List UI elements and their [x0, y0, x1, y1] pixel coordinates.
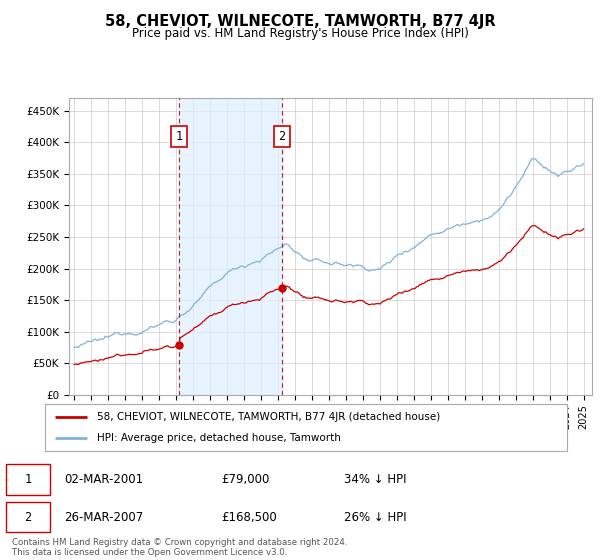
Text: 58, CHEVIOT, WILNECOTE, TAMWORTH, B77 4JR (detached house): 58, CHEVIOT, WILNECOTE, TAMWORTH, B77 4J…: [97, 412, 440, 422]
Text: 2: 2: [278, 130, 286, 143]
Bar: [179, 98, 282, 395]
Text: 1: 1: [175, 130, 182, 143]
Text: £79,000: £79,000: [221, 473, 270, 486]
Text: £168,500: £168,500: [221, 511, 277, 524]
FancyBboxPatch shape: [6, 502, 50, 533]
Text: 1: 1: [24, 473, 31, 486]
Text: 58, CHEVIOT, WILNECOTE, TAMWORTH, B77 4JR: 58, CHEVIOT, WILNECOTE, TAMWORTH, B77 4J…: [104, 14, 496, 29]
Text: 2: 2: [24, 511, 31, 524]
Text: 02-MAR-2001: 02-MAR-2001: [64, 473, 143, 486]
Text: 26-MAR-2007: 26-MAR-2007: [64, 511, 143, 524]
FancyBboxPatch shape: [6, 464, 50, 494]
Text: 34% ↓ HPI: 34% ↓ HPI: [344, 473, 406, 486]
Text: Contains HM Land Registry data © Crown copyright and database right 2024.
This d: Contains HM Land Registry data © Crown c…: [12, 538, 347, 557]
Text: HPI: Average price, detached house, Tamworth: HPI: Average price, detached house, Tamw…: [97, 433, 341, 444]
Text: 26% ↓ HPI: 26% ↓ HPI: [344, 511, 406, 524]
Text: Price paid vs. HM Land Registry's House Price Index (HPI): Price paid vs. HM Land Registry's House …: [131, 27, 469, 40]
